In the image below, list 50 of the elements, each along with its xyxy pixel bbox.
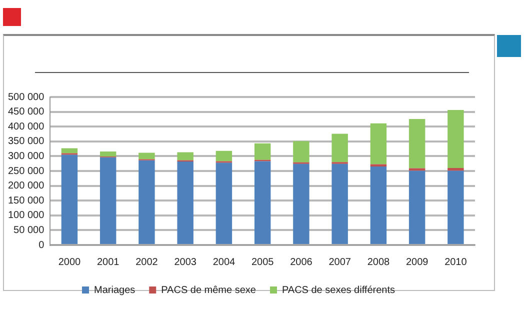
x-tick-label: 2000 — [58, 256, 82, 268]
y-tick-label: 250 000 — [8, 166, 45, 177]
legend-label: Mariages — [94, 284, 136, 296]
y-tick-label: 450 000 — [8, 106, 45, 118]
bar — [216, 162, 232, 244]
y-tick-label: 50 000 — [14, 224, 45, 236]
y-tick-label: 100 000 — [8, 210, 45, 222]
x-tick-label: 2009 — [406, 256, 429, 268]
bar — [177, 162, 194, 244]
bar — [370, 123, 387, 164]
y-tick-label: 500 000 — [8, 92, 45, 103]
bar — [370, 166, 387, 244]
y-tick-label: 350 000 — [8, 136, 45, 148]
x-tick-label: 2010 — [444, 256, 468, 268]
x-tick-label: 2008 — [367, 256, 390, 268]
bar — [254, 143, 271, 160]
bar — [100, 157, 116, 244]
y-tick-label: 300 000 — [8, 150, 45, 162]
bar — [61, 148, 78, 154]
bar — [332, 134, 348, 162]
legend-label: PACS de sexes différents — [282, 284, 396, 296]
bar — [100, 151, 116, 156]
bar — [408, 170, 426, 244]
x-tick-label: 2006 — [290, 256, 313, 268]
bar — [408, 168, 426, 171]
y-tick-label: 200 000 — [8, 180, 45, 192]
x-tick-label: 2007 — [328, 256, 352, 268]
x-tick-label: 2005 — [251, 256, 274, 268]
bar — [448, 170, 464, 244]
bar — [177, 152, 194, 160]
y-tick-label: 150 000 — [8, 195, 45, 206]
x-tick-label: 2001 — [96, 256, 120, 268]
bar — [293, 141, 310, 162]
x-tick-label: 2004 — [212, 256, 236, 268]
bar — [448, 110, 464, 168]
bar — [408, 119, 426, 168]
bar — [332, 164, 348, 244]
bar — [138, 152, 155, 160]
bar — [138, 160, 155, 244]
bar — [293, 164, 310, 244]
bar — [448, 168, 464, 171]
legend-label: PACS de même sexe — [161, 284, 256, 296]
bar — [370, 164, 387, 167]
y-tick-label: 0 — [38, 240, 45, 251]
bar — [61, 154, 78, 244]
x-tick-label: 2003 — [174, 256, 197, 268]
y-tick-label: 400 000 — [8, 121, 45, 132]
bar — [216, 150, 232, 162]
bar — [254, 161, 271, 244]
x-tick-label: 2002 — [136, 256, 158, 268]
